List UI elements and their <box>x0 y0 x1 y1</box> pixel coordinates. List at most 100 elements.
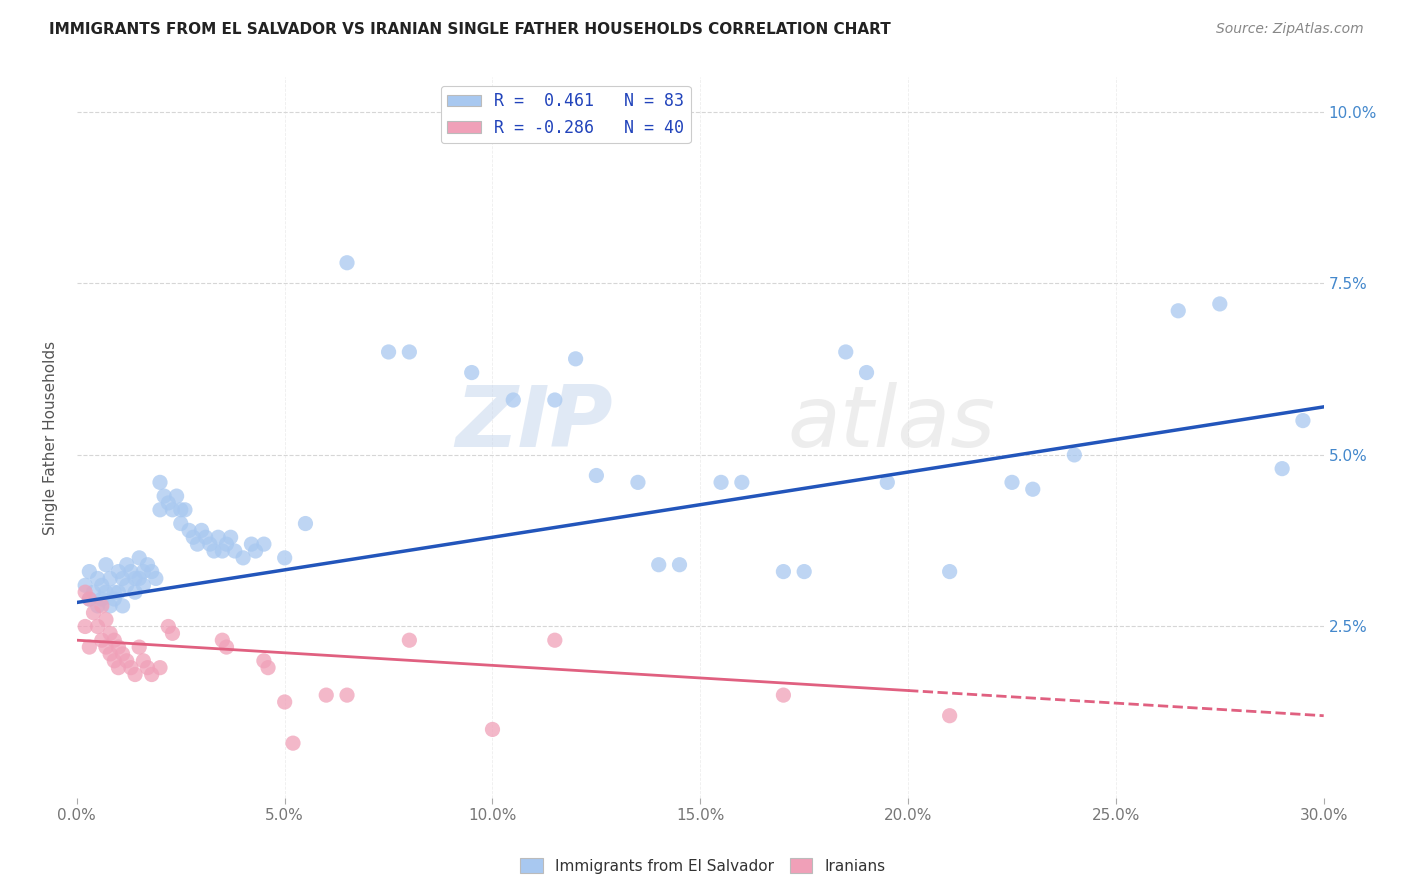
Point <box>162 626 184 640</box>
Point <box>194 530 217 544</box>
Point <box>82 585 104 599</box>
Point <box>166 489 188 503</box>
Point <box>294 516 316 531</box>
Point <box>245 544 267 558</box>
Point <box>315 688 337 702</box>
Point <box>124 585 146 599</box>
Point <box>336 688 359 702</box>
Point <box>111 599 134 613</box>
Point <box>90 592 112 607</box>
Point <box>219 530 242 544</box>
Point <box>627 475 650 490</box>
Point <box>79 592 101 607</box>
Point <box>253 537 276 551</box>
Point <box>98 647 121 661</box>
Point <box>938 565 960 579</box>
Point <box>211 544 233 558</box>
Point <box>585 468 607 483</box>
Point <box>86 599 108 613</box>
Point <box>128 550 150 565</box>
Point <box>90 578 112 592</box>
Legend: Immigrants from El Salvador, Iranians: Immigrants from El Salvador, Iranians <box>515 852 891 880</box>
Point <box>731 475 754 490</box>
Point <box>79 640 101 654</box>
Point <box>938 708 960 723</box>
Point <box>772 688 794 702</box>
Point <box>82 606 104 620</box>
Point <box>398 345 420 359</box>
Point <box>1022 482 1045 496</box>
Point <box>120 661 142 675</box>
Point <box>128 640 150 654</box>
Point <box>273 695 295 709</box>
Point <box>75 578 97 592</box>
Point <box>149 475 172 490</box>
Text: ZIP: ZIP <box>456 382 613 465</box>
Point <box>115 654 138 668</box>
Point <box>103 654 125 668</box>
Point <box>772 565 794 579</box>
Point <box>668 558 690 572</box>
Point <box>273 550 295 565</box>
Point <box>132 654 155 668</box>
Text: Source: ZipAtlas.com: Source: ZipAtlas.com <box>1216 22 1364 37</box>
Point <box>793 565 815 579</box>
Point <box>132 565 155 579</box>
Point <box>162 503 184 517</box>
Point <box>544 633 567 648</box>
Point <box>398 633 420 648</box>
Point <box>94 613 117 627</box>
Point <box>86 619 108 633</box>
Point <box>232 550 254 565</box>
Point <box>120 565 142 579</box>
Point <box>224 544 246 558</box>
Point <box>141 565 163 579</box>
Point <box>202 544 225 558</box>
Point <box>855 366 877 380</box>
Point <box>107 565 129 579</box>
Point <box>149 503 172 517</box>
Point <box>136 558 159 572</box>
Point <box>115 558 138 572</box>
Point <box>211 633 233 648</box>
Point <box>79 592 101 607</box>
Point <box>481 723 503 737</box>
Point <box>177 524 200 538</box>
Point <box>1001 475 1024 490</box>
Point <box>98 571 121 585</box>
Point <box>198 537 221 551</box>
Point <box>103 585 125 599</box>
Point <box>94 558 117 572</box>
Point <box>174 503 197 517</box>
Point <box>170 503 193 517</box>
Point <box>145 571 167 585</box>
Point <box>1271 461 1294 475</box>
Point <box>170 516 193 531</box>
Point <box>215 537 238 551</box>
Point <box>136 661 159 675</box>
Point <box>336 256 359 270</box>
Point <box>98 599 121 613</box>
Point <box>75 585 97 599</box>
Point <box>124 667 146 681</box>
Point <box>94 640 117 654</box>
Point <box>94 585 117 599</box>
Point <box>141 667 163 681</box>
Point <box>215 640 238 654</box>
Point <box>90 633 112 648</box>
Text: atlas: atlas <box>787 382 995 465</box>
Y-axis label: Single Father Households: Single Father Households <box>44 341 58 535</box>
Point <box>502 392 524 407</box>
Point <box>181 530 204 544</box>
Point <box>281 736 304 750</box>
Point <box>190 524 212 538</box>
Text: IMMIGRANTS FROM EL SALVADOR VS IRANIAN SINGLE FATHER HOUSEHOLDS CORRELATION CHAR: IMMIGRANTS FROM EL SALVADOR VS IRANIAN S… <box>49 22 891 37</box>
Point <box>564 351 586 366</box>
Point <box>544 392 567 407</box>
Point <box>157 496 180 510</box>
Point <box>132 578 155 592</box>
Point <box>107 661 129 675</box>
Point <box>149 661 172 675</box>
Point <box>1292 414 1315 428</box>
Point <box>107 640 129 654</box>
